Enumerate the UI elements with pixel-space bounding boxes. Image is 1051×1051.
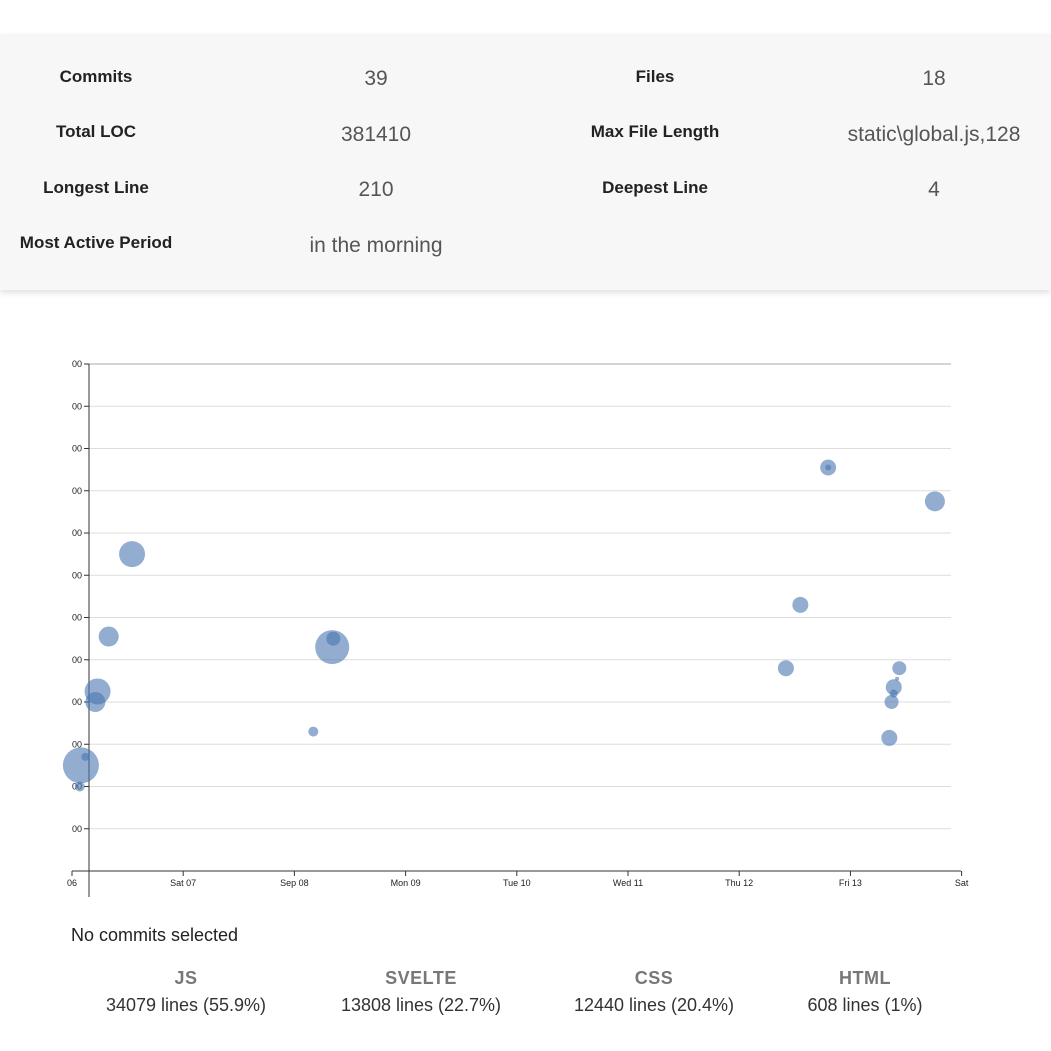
y-axis: 000000000000000000000000 (72, 359, 90, 897)
y-tick-label: 00 (72, 824, 82, 834)
stat-value-commits: 39 (364, 67, 388, 90)
commit-dot[interactable] (792, 596, 809, 613)
commit-dot[interactable] (895, 676, 900, 681)
x-axis: 06 Sat 07 Sep 08 Mon 09 Tue 10 Wed 11 Thu 12 Fr… (67, 870, 969, 888)
commit-dot[interactable] (889, 689, 898, 698)
y-tick-label: 00 (72, 655, 82, 665)
stat-label-deepest-line: Deepest Line (602, 178, 708, 197)
x-tick-label: Wed 11 (613, 878, 643, 888)
language-name: CSS (634, 968, 674, 988)
stat-label-longest-line: Longest Line (43, 178, 149, 197)
language-html: HTML 608 lines (1%) (807, 968, 922, 1016)
language-lines: 12440 lines (20.4%) (573, 995, 735, 1015)
commit-dot[interactable] (62, 747, 99, 784)
commit-dot[interactable] (881, 729, 898, 746)
y-tick-label: 00 (72, 359, 82, 369)
x-tick-label: Sep 08 (280, 878, 309, 888)
stat-value-longest-line: 210 (358, 178, 394, 201)
commit-dot[interactable] (924, 491, 945, 512)
x-tick-label: Thu 12 (725, 878, 753, 888)
language-name: HTML (839, 968, 891, 988)
commit-dot[interactable] (892, 661, 907, 676)
stat-value-deepest-line: 4 (928, 178, 940, 201)
commit-dot[interactable] (308, 726, 319, 737)
language-lines: 608 lines (1%) (807, 995, 923, 1015)
language-lines: 34079 lines (55.9%) (105, 995, 267, 1015)
commit-dot[interactable] (74, 781, 85, 792)
commit-dot[interactable] (326, 631, 341, 646)
commit-dot[interactable] (119, 541, 146, 568)
commit-dots (62, 459, 945, 792)
x-tick-label: 06 (67, 878, 77, 888)
y-tick-label: 00 (72, 444, 82, 454)
x-tick-label: Fri 13 (839, 878, 862, 888)
stat-label-commits: Commits (59, 67, 133, 86)
language-svelte: SVELTE 13808 lines (22.7%) (341, 968, 501, 1016)
stat-label-most-active-period: Most Active Period (19, 233, 173, 252)
y-tick-label: 00 (72, 613, 82, 623)
commit-dot[interactable] (315, 630, 350, 665)
commit-dot[interactable] (98, 626, 119, 647)
selection-status: No commits selected (71, 925, 239, 945)
y-tick-label: 00 (72, 486, 82, 496)
stat-value-total-loc: 381410 (340, 123, 412, 146)
commit-dot[interactable] (884, 695, 899, 709)
y-tick-label: 00 (72, 697, 82, 707)
stat-label-files: Files (635, 67, 675, 86)
x-tick-label: Tue 10 (503, 878, 531, 888)
x-tick-label: Sat (955, 878, 969, 888)
commit-dot[interactable] (825, 464, 832, 471)
language-name: SVELTE (385, 968, 457, 988)
commit-dot[interactable] (85, 692, 106, 712)
stat-value-files: 18 (922, 67, 946, 90)
y-tick-label: 00 (72, 739, 82, 749)
language-name: JS (174, 968, 198, 988)
language-css: CSS 12440 lines (20.4%) (574, 968, 734, 1016)
chart-gridlines (89, 363, 951, 830)
x-tick-label: Mon 09 (391, 878, 421, 888)
language-js: JS 34079 lines (55.9%) (106, 968, 266, 1016)
summary-stats-panel: Commits 39 Files 18 Total LOC 381410 Max… (0, 34, 1051, 290)
commit-dot[interactable] (777, 660, 794, 677)
stat-label-max-file-length: Max File Length (590, 122, 720, 141)
language-lines: 13808 lines (22.7%) (340, 995, 502, 1015)
stat-value-max-file-length: static\global.js,128 (847, 123, 1021, 146)
stat-value-most-active-period: in the morning (309, 234, 443, 257)
y-tick-label: 00 (72, 401, 82, 411)
commit-dot[interactable] (885, 679, 902, 696)
y-tick-label: 00 (72, 570, 82, 580)
commit-dot[interactable] (81, 752, 90, 761)
x-tick-label: Sat 07 (170, 878, 196, 888)
y-tick-label: 00 (72, 528, 82, 538)
stat-label-total-loc: Total LOC (56, 122, 136, 141)
